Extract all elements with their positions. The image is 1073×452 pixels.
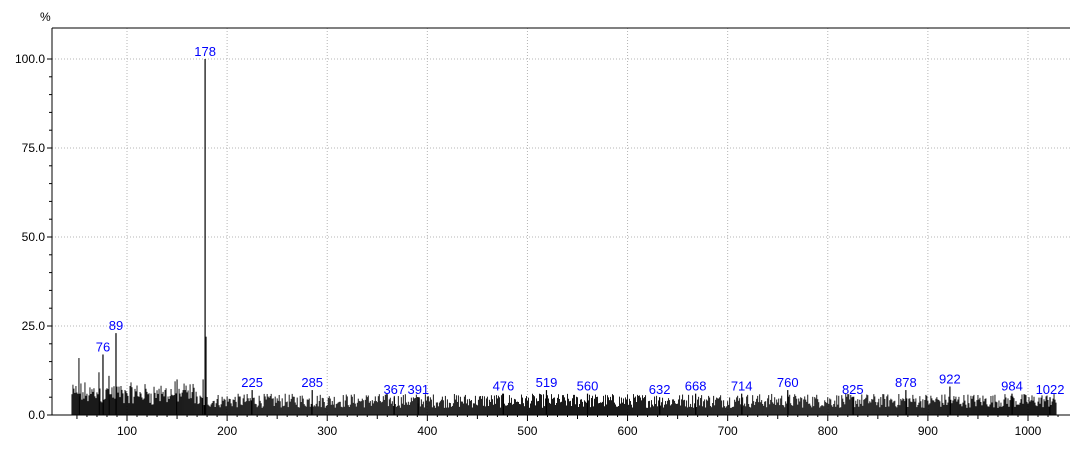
x-tick-label: 500 [517,424,537,438]
peak-label: 225 [241,375,263,390]
y-tick-label: 100.0 [15,52,45,66]
y-tick-label: 0.0 [28,408,45,422]
peak-label: 560 [577,379,599,394]
bars-layer [71,59,1057,415]
peak-label: 476 [493,379,515,394]
labels-layer: 76 89 178 225 285 367 391 476 519 560 632 668 714 760… [96,44,1065,397]
x-tick-label: 700 [718,424,738,438]
peak-label: 76 [96,339,110,354]
y-tick-label: 50.0 [22,230,46,244]
x-tick-label: 600 [618,424,638,438]
peak-label: 922 [939,372,961,387]
peak-label: 714 [731,379,753,394]
y-tick-label: 75.0 [22,141,46,155]
peak-label: 178 [194,44,216,59]
peak-label: 519 [536,375,558,390]
x-tick-label: 900 [918,424,938,438]
x-tick-label: 200 [217,424,237,438]
x-tick-label: 1000 [1015,424,1042,438]
peak-label: 89 [109,318,123,333]
peak-label: 760 [777,375,799,390]
peak-label: 391 [407,382,429,397]
y-axis-unit-label: % [40,10,51,24]
x-tick-label: 400 [417,424,437,438]
x-tick-label: 800 [818,424,838,438]
peak-label: 632 [649,382,671,397]
peak-label: 285 [301,375,323,390]
axes-layer: 0.0 25.0 50.0 75.0 100.0 100 200 300 400 500 600 70… [15,27,1070,438]
peak-label: 668 [685,379,707,394]
peak-label: 878 [895,375,917,390]
peak-label: 367 [383,382,405,397]
y-tick-label: 25.0 [22,319,46,333]
peak-label: 825 [842,382,864,397]
peak-label: 984 [1001,379,1023,394]
x-tick-label: 300 [317,424,337,438]
x-tick-label: 100 [117,424,137,438]
peak-label: 1022 [1036,382,1065,397]
